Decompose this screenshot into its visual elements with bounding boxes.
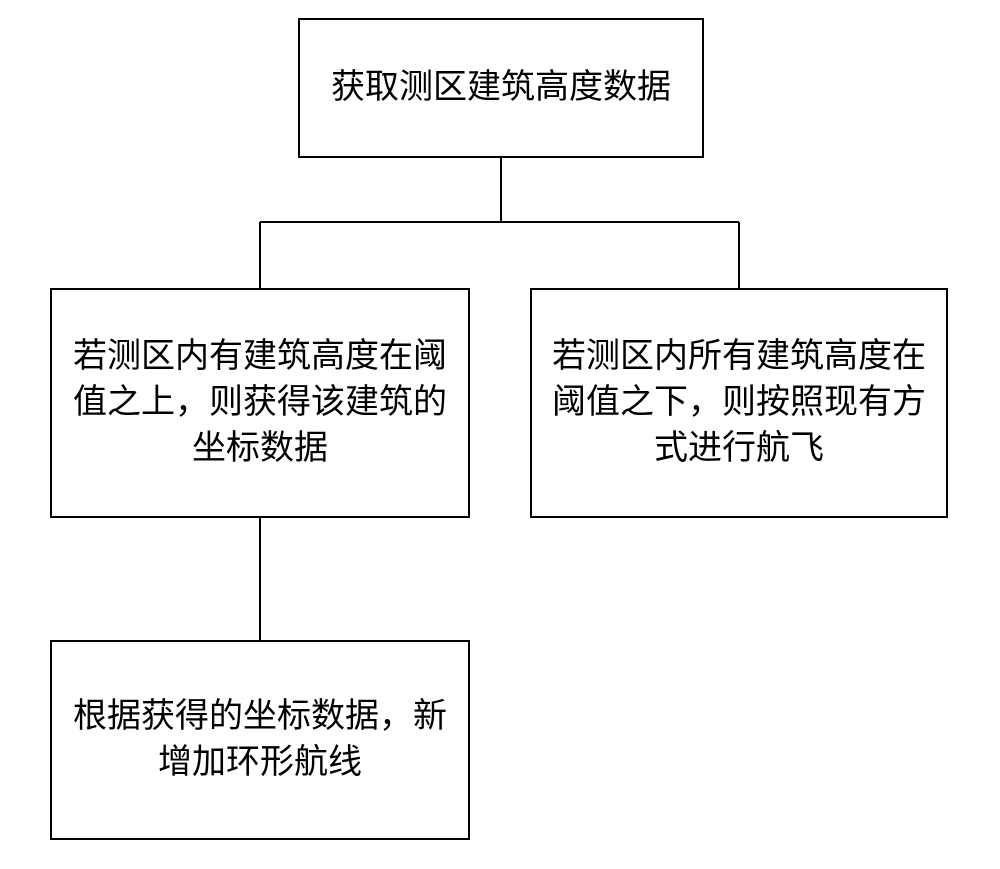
flow-node-label: 获取测区建筑高度数据 <box>331 65 671 111</box>
flow-node-left: 若测区内有建筑高度在阈值之上，则获得该建筑的坐标数据 <box>50 288 470 518</box>
flow-node-label: 若测区内所有建筑高度在阈值之下，则按照现有方式进行航飞 <box>552 334 926 472</box>
flow-node-bottom: 根据获得的坐标数据，新增加环形航线 <box>50 640 470 840</box>
flow-node-label: 若测区内有建筑高度在阈值之上，则获得该建筑的坐标数据 <box>72 334 448 472</box>
flow-node-right: 若测区内所有建筑高度在阈值之下，则按照现有方式进行航飞 <box>530 288 948 518</box>
flow-node-root: 获取测区建筑高度数据 <box>298 18 704 158</box>
flow-node-label: 根据获得的坐标数据，新增加环形航线 <box>72 694 448 786</box>
